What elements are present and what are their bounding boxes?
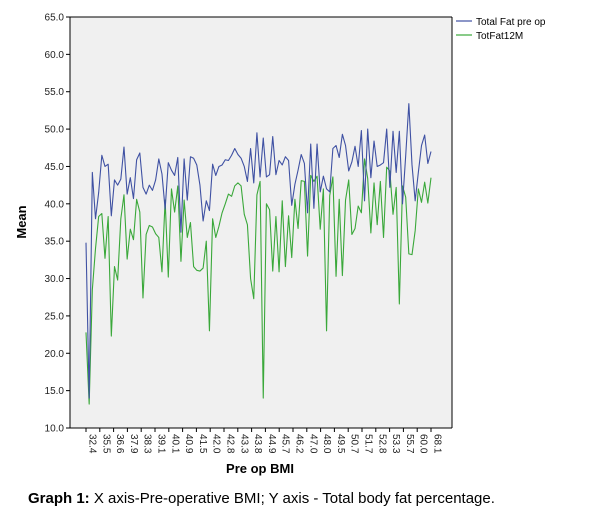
figure-caption: Graph 1: X axis-Pre-operative BMI; Y axi… xyxy=(28,490,598,507)
y-axis-title: Mean xyxy=(14,205,29,238)
x-tick-label: 36.6 xyxy=(114,434,125,454)
x-tick-label: 38.3 xyxy=(142,434,153,454)
y-tick-label: 55.0 xyxy=(45,87,65,98)
y-tick-label: 10.0 xyxy=(45,424,65,435)
x-tick-label: 44.9 xyxy=(266,434,277,454)
y-tick-label: 15.0 xyxy=(45,386,65,397)
x-tick-label: 53.3 xyxy=(390,434,401,454)
y-tick-label: 30.0 xyxy=(45,274,65,285)
caption-text: X axis-Pre-operative BMI; Y axis - Total… xyxy=(89,490,495,507)
x-tick-label: 37.9 xyxy=(128,434,139,454)
x-tick-label: 50.7 xyxy=(349,434,360,454)
x-tick-label: 68.1 xyxy=(432,434,443,454)
x-tick-label: 55.7 xyxy=(404,434,415,454)
legend: Total Fat pre op TotFat12M xyxy=(456,17,546,42)
x-tick-label: 40.9 xyxy=(183,434,194,454)
x-tick-label: 39.1 xyxy=(156,434,167,454)
x-tick-label: 43.3 xyxy=(238,434,249,454)
x-tick-label: 47.0 xyxy=(307,434,318,454)
series-line-total-fat-pre-op xyxy=(85,103,432,399)
x-tick-label: 45.7 xyxy=(280,434,291,454)
legend-label-total-fat-pre-op: Total Fat pre op xyxy=(476,17,546,28)
x-tick-label: 41.5 xyxy=(197,434,208,454)
y-tick-label: 35.0 xyxy=(45,237,65,248)
y-axis-ticks: 10.0 15.0 20.0 25.0 30.0 35.0 40.0 45.0 50.0 55.0… xyxy=(45,13,70,435)
caption-prefix: Graph 1: xyxy=(28,490,90,507)
line-chart: 10.0 15.0 20.0 25.0 30.0 35.0 40.0 45.0 50.0 55.0… xyxy=(14,13,546,477)
y-tick-label: 20.0 xyxy=(45,349,65,360)
y-tick-label: 40.0 xyxy=(45,199,65,210)
series-lines xyxy=(85,103,432,405)
x-axis-title: Pre op BMI xyxy=(226,461,294,476)
x-tick-label: 51.7 xyxy=(363,434,374,454)
y-tick-label: 25.0 xyxy=(45,311,65,322)
x-axis-ticks: 32.4 35.5 36.6 37.9 38.3 39.1 40.1 40.9 41.5 42.0… xyxy=(85,428,443,454)
x-tick-label: 52.8 xyxy=(376,434,387,454)
x-tick-label: 42.0 xyxy=(211,434,222,454)
y-tick-label: 65.0 xyxy=(45,13,65,24)
y-tick-label: 50.0 xyxy=(45,125,65,136)
y-tick-label: 60.0 xyxy=(45,50,65,61)
x-tick-label: 60.0 xyxy=(418,434,429,454)
x-tick-label: 49.5 xyxy=(335,434,346,454)
x-tick-label: 48.0 xyxy=(321,434,332,454)
legend-label-totfat12m: TotFat12M xyxy=(476,31,523,42)
y-tick-label: 45.0 xyxy=(45,162,65,173)
x-tick-label: 42.8 xyxy=(225,434,236,454)
x-tick-label: 35.5 xyxy=(100,434,111,454)
x-tick-label: 43.8 xyxy=(252,434,263,454)
x-tick-label: 32.4 xyxy=(87,434,98,454)
series-line-totfat12m xyxy=(85,158,432,405)
x-tick-label: 40.1 xyxy=(169,434,180,454)
x-tick-label: 46.2 xyxy=(294,434,305,454)
